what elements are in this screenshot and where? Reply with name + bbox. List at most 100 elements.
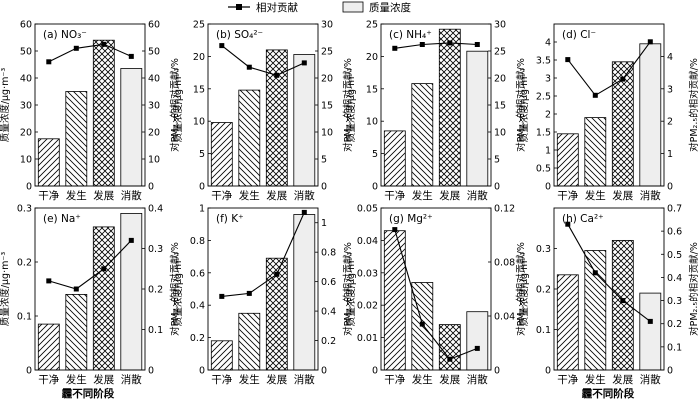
- contribution-line: [394, 229, 478, 360]
- legend-bar-swatch: [342, 1, 364, 13]
- contribution-point: [620, 298, 626, 304]
- contribution-line: [221, 45, 305, 76]
- contribution-point: [647, 318, 653, 324]
- right-tick-label: 30: [321, 20, 333, 31]
- right-tick-label: 0.08: [494, 258, 515, 269]
- left-tick-label: 0.01: [357, 333, 378, 344]
- right-tick-label: 0.2: [321, 336, 336, 347]
- left-tick-label: 10: [20, 155, 32, 166]
- contribution-point: [419, 321, 425, 327]
- right-tick-label: 0.4: [667, 273, 682, 284]
- left-tick-label: 0.02: [357, 301, 378, 312]
- contribution-point: [274, 72, 280, 78]
- bar-1: [210, 122, 233, 187]
- contribution-point: [73, 286, 79, 292]
- legend-line-label: 相对贡献: [256, 1, 298, 14]
- contribution-point: [101, 41, 107, 47]
- contribution-line: [567, 223, 651, 322]
- right-tick-label: 15: [494, 101, 506, 112]
- right-tick-label: 20: [494, 74, 506, 85]
- category-label: 干净: [211, 189, 232, 202]
- panel-2: 0 5 10 15 20 25 0 5 10 15 20 25 30 干净 发生 发展 消散 (b) SO₄²⁻ 质…: [172, 20, 354, 203]
- right-tick-label: 0.3: [667, 296, 682, 307]
- bar-1: [210, 340, 233, 371]
- left-tick-label: 3: [545, 74, 551, 85]
- bar-1: [383, 130, 406, 187]
- bar-4: [466, 311, 489, 371]
- left-tick-label: 3.5: [536, 56, 551, 67]
- right-axis-title: 对PM₂.₅的相对贡献/%: [342, 58, 354, 152]
- left-tick-label: 2.5: [536, 92, 551, 103]
- category-label: 发展: [93, 189, 114, 202]
- contribution-point: [46, 59, 52, 65]
- left-tick-label: 10: [366, 117, 378, 128]
- right-tick-label: 40: [148, 74, 160, 85]
- left-tick-label: 15: [366, 84, 378, 95]
- contribution-point: [128, 53, 134, 59]
- right-axis-title: 对PM₂.₅的相对贡献/%: [169, 242, 181, 336]
- right-tick-label: 0.4: [148, 204, 163, 215]
- plot-frame: [207, 207, 319, 371]
- left-tick-label: 1: [545, 146, 551, 157]
- right-tick-label: 0.2: [667, 319, 682, 330]
- category-label: 干净: [38, 373, 59, 386]
- left-tick-label: 0.03: [357, 268, 378, 279]
- right-tick-label: 25: [494, 47, 506, 58]
- panel-3: 0 5 10 15 20 25 0 5 10 15 20 25 30 干净 发生 发展 消散 (c) NH₄⁺ 质量…: [345, 20, 527, 203]
- category-label: 消散: [294, 189, 315, 202]
- left-tick-label: 0.05: [357, 204, 378, 215]
- category-label: 发展: [439, 373, 460, 386]
- contribution-point: [301, 209, 307, 215]
- contribution-line: [221, 212, 305, 297]
- left-tick-label: 2: [545, 110, 551, 121]
- category-label: 干净: [211, 373, 232, 386]
- left-tick-label: 0: [545, 366, 551, 377]
- bar-1: [383, 230, 406, 371]
- left-tick-label: 0.2: [190, 333, 205, 344]
- category-label: 发生: [585, 373, 606, 386]
- contribution-point: [474, 42, 480, 47]
- bar-4: [120, 68, 143, 187]
- category-label: 干净: [557, 189, 578, 202]
- right-tick-label: 50: [148, 47, 160, 58]
- right-tick-label: 4: [667, 52, 673, 63]
- right-tick-label: 1: [667, 149, 673, 160]
- left-axis-title: 质量浓度/μg·m⁻³: [345, 68, 357, 143]
- left-tick-label: 0: [26, 182, 32, 193]
- right-tick-label: 10: [321, 128, 333, 139]
- contribution-line: [48, 43, 132, 63]
- right-tick-label: 0: [321, 182, 327, 193]
- left-tick-label: 0.3: [536, 244, 551, 255]
- left-tick-label: 50: [20, 47, 32, 58]
- bar-2: [411, 83, 434, 187]
- left-axis-title: 质量浓度/μg·m⁻³: [172, 252, 184, 327]
- left-tick-label: 0.2: [536, 285, 551, 296]
- panel-6: 0 0.2 0.4 0.6 0.8 1 0 0.2 0.4 0.6 0.8 1 干净 发生 发展 消散 (f) …: [172, 204, 354, 387]
- right-tick-label: 0: [321, 366, 327, 377]
- right-axis-title: 对PM₂.₅的相对贡献/%: [688, 242, 700, 336]
- bar-2: [238, 89, 261, 187]
- right-tick-label: 10: [148, 155, 160, 166]
- left-tick-label: 20: [193, 52, 205, 63]
- left-axis-title: 质量浓度/μg·m⁻³: [518, 68, 530, 143]
- category-label: 发展: [266, 189, 287, 202]
- bar-1: [37, 323, 60, 371]
- contribution-point: [392, 227, 398, 233]
- left-tick-label: 0.1: [536, 325, 551, 336]
- plot-frame: [553, 23, 665, 187]
- right-axis-title: 对PM₂.₅的相对贡献/%: [515, 58, 527, 152]
- category-label: 发生: [239, 373, 260, 386]
- right-tick-label: 15: [321, 101, 333, 112]
- left-tick-label: 30: [20, 101, 32, 112]
- right-tick-label: 30: [494, 20, 506, 31]
- bar-4: [639, 43, 662, 187]
- contribution-point: [301, 60, 307, 66]
- bar-4: [120, 212, 143, 371]
- category-label: 发生: [412, 189, 433, 202]
- contribution-point: [565, 57, 571, 63]
- bar-2: [584, 117, 607, 187]
- bar-4: [639, 292, 662, 371]
- category-label: 干净: [38, 189, 59, 202]
- left-tick-label: 10: [193, 117, 205, 128]
